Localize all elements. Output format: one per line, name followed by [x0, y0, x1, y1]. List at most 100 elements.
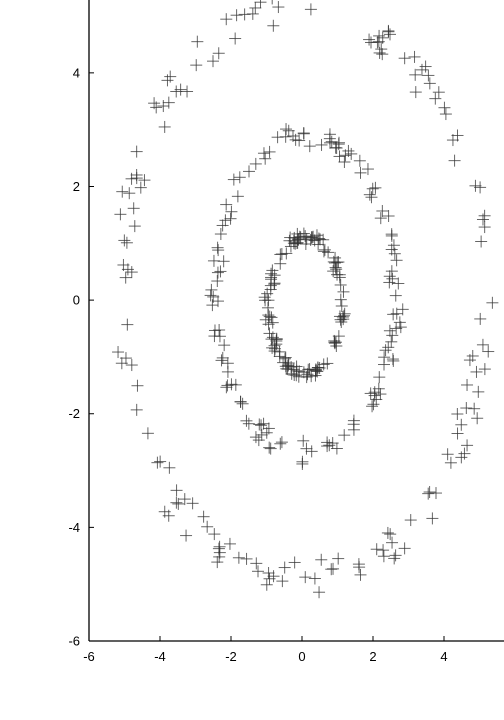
scatter-point	[384, 28, 397, 41]
scatter-point	[327, 255, 340, 268]
scatter-point	[264, 283, 277, 296]
scatter-point	[207, 55, 220, 68]
scatter-point	[419, 60, 432, 73]
scatter-point	[408, 50, 421, 63]
scatter-point	[240, 414, 253, 427]
scatter-point	[312, 232, 325, 245]
scatter-point	[333, 136, 346, 149]
x-tick-label: 2	[369, 649, 376, 664]
scatter-point	[249, 157, 262, 170]
scatter-point	[323, 128, 336, 141]
scatter-point	[463, 354, 476, 367]
scatter-point	[308, 572, 321, 585]
scatter-point	[486, 296, 499, 309]
scatter-point	[211, 556, 224, 569]
scatter-point	[363, 188, 376, 201]
x-tick-label: 0	[298, 649, 305, 664]
scatter-point	[288, 368, 301, 381]
scatter-point	[439, 108, 452, 121]
scatter-point	[304, 3, 317, 16]
scatter-point	[162, 96, 175, 109]
scatter-point	[325, 135, 338, 148]
scatter-point	[141, 427, 154, 440]
scatter-point	[112, 346, 125, 359]
points-layer	[112, 0, 499, 599]
axes-layer	[88, 0, 504, 642]
scatter-point	[423, 486, 436, 499]
scatter-point	[458, 447, 471, 460]
scatter-point	[116, 185, 129, 198]
scatter-point	[205, 283, 218, 296]
scatter-point	[290, 360, 303, 373]
scatter-point	[478, 363, 491, 376]
scatter-point	[438, 101, 451, 114]
scatter-point	[376, 48, 389, 61]
scatter-point	[127, 202, 140, 215]
y-tick-label: -4	[68, 520, 80, 535]
scatter-point	[271, 0, 273, 5]
scatter-point	[211, 275, 224, 288]
scatter-point	[265, 333, 278, 346]
scatter-point	[257, 147, 270, 160]
scatter-point	[409, 68, 422, 81]
scatter-point	[361, 163, 374, 176]
scatter-point	[404, 514, 417, 527]
scatter-point	[190, 59, 203, 72]
scatter-point	[266, 264, 279, 277]
scatter-point	[264, 442, 277, 455]
scatter-point	[216, 219, 229, 232]
scatter-point	[423, 77, 436, 90]
scatter-point	[469, 179, 482, 192]
scatter-point	[461, 378, 474, 391]
scatter-point	[223, 537, 236, 550]
scatter-point	[299, 571, 312, 584]
scatter-point	[386, 272, 399, 285]
scatter-point	[451, 427, 464, 440]
scatter-point	[123, 187, 136, 200]
scatter-point	[369, 181, 382, 194]
scatter-point	[238, 8, 251, 21]
scatter-point	[231, 190, 244, 203]
scatter-point	[373, 371, 386, 384]
scatter-point	[255, 419, 268, 432]
scatter-point	[197, 510, 210, 523]
scatter-point	[275, 436, 288, 449]
scatter-point	[114, 208, 127, 221]
scatter-point	[338, 155, 351, 168]
scatter-point	[336, 311, 349, 324]
scatter-point	[130, 145, 143, 158]
scatter-point	[250, 557, 263, 570]
scatter-point	[278, 561, 291, 574]
scatter-point	[389, 289, 402, 302]
scatter-point	[230, 9, 243, 22]
scatter-point	[475, 235, 488, 248]
scatter-point	[178, 493, 191, 506]
scatter-point	[372, 35, 385, 48]
scatter-point	[482, 345, 495, 358]
scatter-point	[461, 439, 474, 452]
scatter-point	[374, 212, 387, 225]
scatter-point	[120, 236, 133, 249]
scatter-point	[471, 412, 484, 425]
scatter-point	[215, 354, 228, 367]
scatter-point	[303, 140, 316, 153]
scatter-point	[330, 263, 343, 276]
scatter-point	[292, 233, 305, 246]
scatter-point	[118, 234, 131, 247]
scatter-point	[212, 47, 225, 60]
scatter-point	[254, 0, 267, 9]
scatter-point	[307, 230, 320, 243]
scatter-point	[354, 568, 367, 581]
scatter-point	[383, 270, 396, 283]
scatter-point	[213, 323, 226, 336]
scatter-point	[297, 434, 310, 447]
scatter-point	[281, 363, 294, 376]
scatter-point	[309, 363, 322, 376]
scatter-point	[382, 210, 395, 223]
scatter-point	[326, 437, 339, 450]
scatter-point	[383, 324, 396, 337]
scatter-point	[186, 497, 199, 510]
scatter-point	[334, 278, 347, 291]
scatter-point	[252, 434, 265, 447]
